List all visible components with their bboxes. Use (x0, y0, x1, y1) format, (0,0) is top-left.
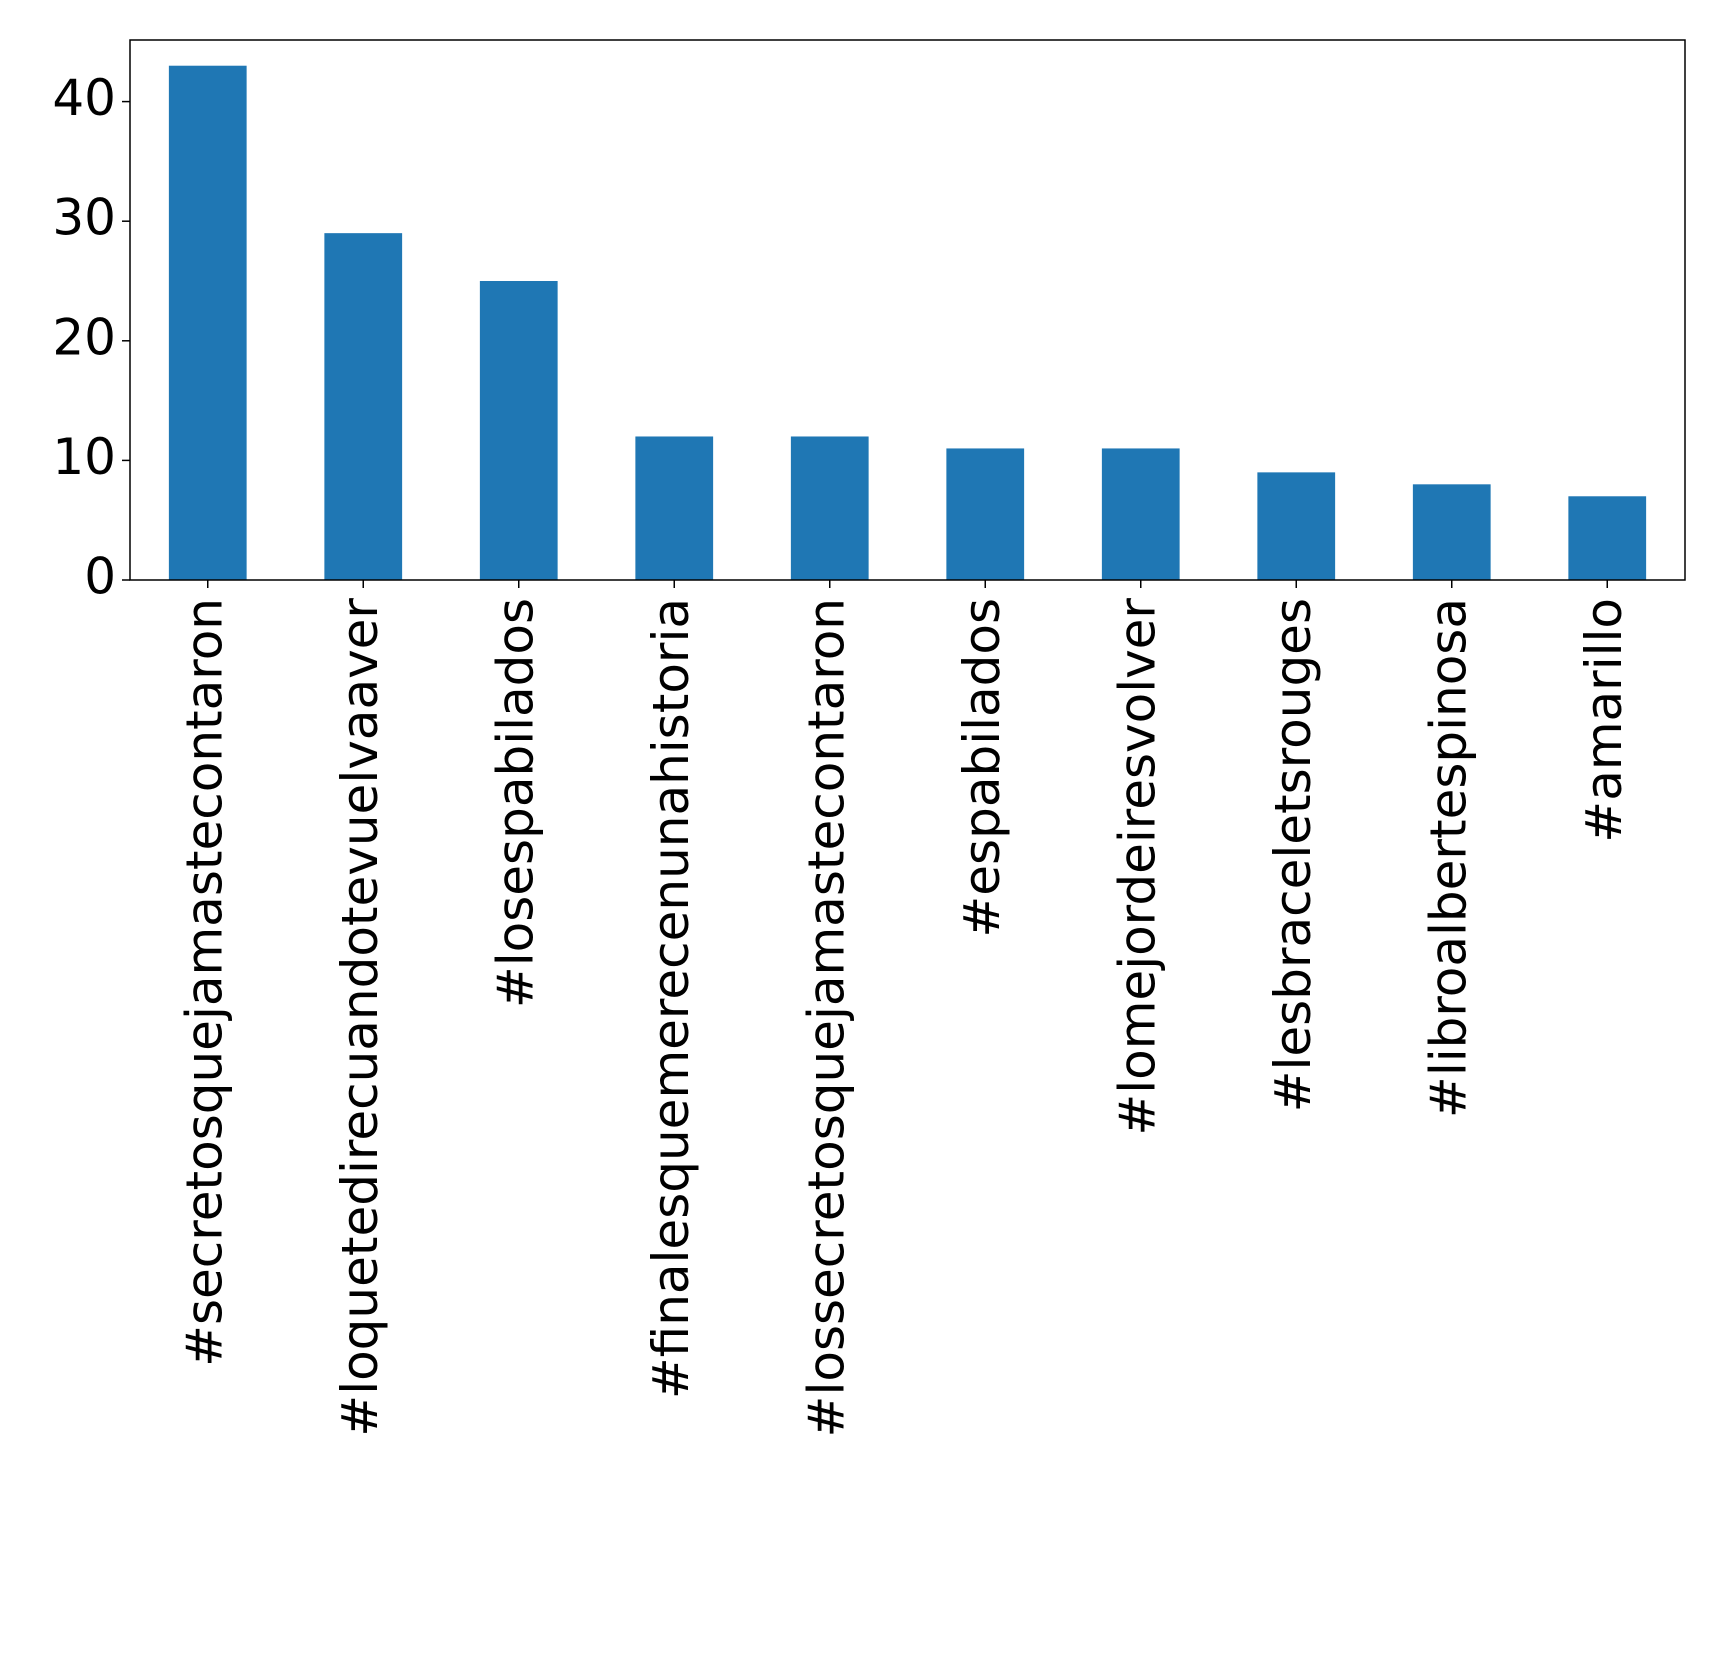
bar-4 (790, 436, 869, 580)
x-tick-label-3: #finalesquemerecenunahistoria (642, 598, 700, 1399)
x-tick-label-6: #lomejordeiresvolver (1108, 598, 1166, 1136)
y-tick-label-2: 20 (52, 308, 116, 366)
bar-6 (1101, 448, 1180, 580)
bar-2 (479, 280, 558, 580)
bar-5 (946, 448, 1025, 580)
x-tick-label-9: #amarillo (1575, 598, 1633, 843)
x-tick-label-5: #espabilados (953, 598, 1011, 938)
bars-group (168, 65, 1647, 581)
x-axis-ticks: #secretosquejamastecontaron #loquetedirec… (175, 580, 1633, 1437)
y-tick-label-4: 40 (52, 69, 116, 127)
x-tick-label-8: #libroalbertespinosa (1419, 598, 1477, 1118)
bar-8 (1412, 484, 1491, 580)
x-tick-label-2: #losespabilados (486, 598, 544, 1008)
bar-7 (1257, 472, 1336, 580)
y-tick-label-3: 30 (52, 189, 116, 247)
bar-1 (324, 233, 403, 581)
y-tick-label-1: 10 (52, 428, 116, 486)
y-axis-ticks: 0 10 20 30 40 (52, 69, 130, 606)
y-tick-label-0: 0 (84, 548, 116, 606)
x-tick-label-0: #secretosquejamastecontaron (175, 598, 233, 1367)
x-tick-label-7: #lesbraceletsrouges (1264, 598, 1322, 1112)
axes-frame (129, 39, 1686, 581)
bar-9 (1568, 496, 1647, 580)
x-tick-label-4: #lossecretosquejamastecontaron (797, 598, 855, 1437)
bar-3 (635, 436, 714, 580)
bar-0 (168, 65, 247, 580)
x-tick-label-1: #loquetedirecuandotevuelvaaver (331, 598, 389, 1437)
